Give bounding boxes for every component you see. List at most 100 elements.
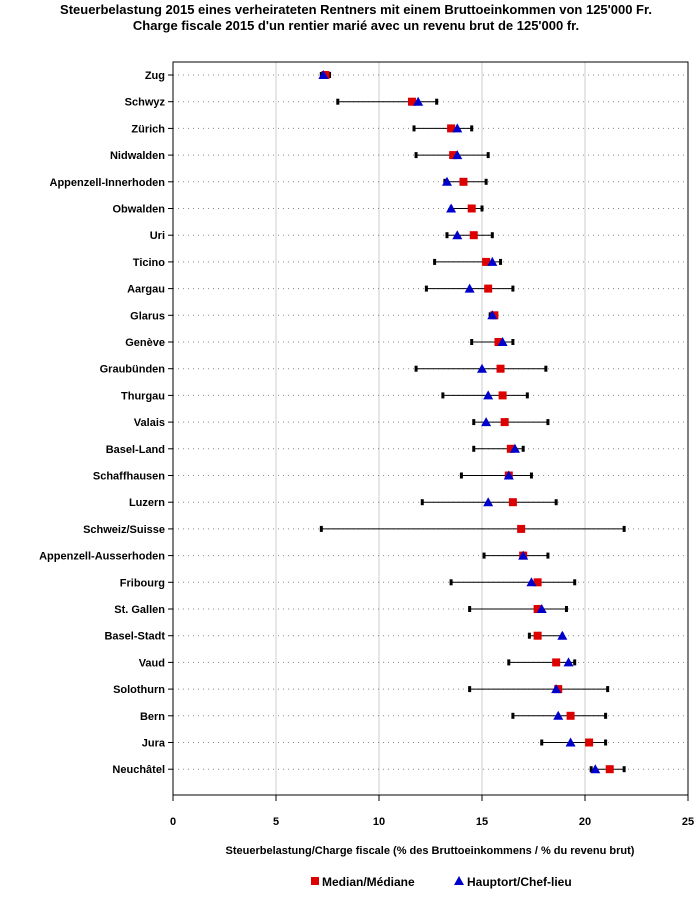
range-max-cap [435, 98, 439, 105]
range-min-cap [445, 232, 449, 239]
range-max-cap [511, 339, 515, 345]
category-label: Zug [145, 70, 165, 82]
range-min-cap [468, 686, 472, 693]
capital-marker [481, 417, 492, 427]
category-label: Basel-Stadt [104, 631, 165, 643]
range-max-cap [480, 205, 484, 212]
category-label: Aargau [127, 284, 165, 296]
median-marker [449, 151, 458, 160]
range-max-cap [604, 712, 608, 719]
capital-marker [509, 443, 520, 453]
range-max-cap [490, 232, 494, 239]
range-max-cap [622, 525, 626, 532]
category-label: St. Gallen [114, 604, 165, 616]
range-max-cap [521, 445, 525, 452]
range-min-cap [540, 739, 544, 746]
category-label: Bern [140, 711, 165, 723]
range-min-cap [414, 365, 418, 372]
category-label: Zürich [131, 123, 165, 135]
capital-marker [446, 203, 457, 213]
range-min-cap [470, 339, 474, 345]
capital-marker [452, 230, 463, 240]
median-marker [517, 524, 526, 533]
category-label: Uri [150, 230, 165, 242]
range-max-cap [546, 552, 550, 559]
median-marker [506, 444, 515, 453]
x-tick-label: 5 [273, 816, 279, 828]
category-label: Basel-Land [106, 444, 165, 456]
median-marker [533, 631, 542, 640]
capital-marker [441, 176, 452, 186]
capital-marker [483, 497, 494, 507]
range-min-cap [589, 766, 593, 773]
range-max-cap [484, 178, 488, 185]
median-marker [494, 338, 503, 346]
capital-marker [487, 310, 498, 320]
legend: Median/Médiane Hauptort/Chef-lieu [311, 875, 572, 889]
range-min-cap [507, 659, 511, 666]
category-label: Schaffhausen [93, 471, 165, 483]
median-marker [467, 204, 476, 213]
x-tick-label: 25 [682, 816, 694, 828]
capital-marker [483, 390, 494, 400]
range-max-cap [544, 365, 548, 372]
range-min-cap [459, 472, 463, 479]
capital-marker [590, 764, 601, 774]
chart-title-line1: Steuerbelastung 2015 eines verheirateten… [60, 2, 652, 17]
range-max-cap [604, 739, 608, 746]
plot-area-frame [172, 61, 689, 796]
median-marker [533, 578, 542, 587]
capital-marker [565, 737, 576, 747]
range-max-cap [564, 606, 568, 612]
median-marker [585, 738, 594, 747]
range-max-cap [554, 499, 558, 506]
legend-capital-marker [454, 876, 464, 885]
category-label: Valais [134, 417, 165, 429]
category-label: Solothurn [113, 684, 165, 696]
range-max-cap [529, 472, 533, 479]
range-min-cap [420, 499, 424, 506]
capital-marker [464, 283, 475, 293]
capital-marker [413, 96, 424, 106]
capital-marker [551, 684, 562, 694]
category-label: Vaud [139, 657, 165, 669]
capital-marker [497, 337, 508, 346]
capital-marker [452, 123, 463, 133]
range-min-cap [424, 285, 428, 292]
range-min-cap [468, 606, 472, 612]
category-label: Glarus [130, 310, 165, 322]
legend-median-label: Median/Médiane [322, 875, 415, 889]
legend-capital-label: Hauptort/Chef-lieu [467, 875, 572, 889]
category-label: Jura [142, 738, 166, 750]
median-marker [447, 124, 456, 133]
range-min-cap [414, 152, 418, 159]
capital-marker [553, 710, 564, 720]
median-marker [459, 177, 468, 186]
range-max-cap [470, 125, 474, 132]
category-label: Nidwalden [110, 150, 165, 162]
median-marker [533, 605, 542, 613]
range-min-cap [441, 392, 445, 399]
median-marker [496, 364, 505, 373]
range-min-cap [527, 632, 531, 639]
range-max-cap [573, 579, 577, 586]
category-label: Graubünden [100, 364, 166, 376]
x-axis-label: Steuerbelastung/Charge fiscale (% des Br… [226, 845, 635, 857]
x-tick-label: 0 [170, 816, 176, 828]
range-min-cap [472, 445, 476, 452]
median-marker [605, 765, 614, 774]
capital-marker [526, 577, 537, 587]
range-max-cap [499, 258, 503, 265]
category-label: Luzern [129, 497, 165, 509]
range-min-cap [336, 98, 340, 105]
x-tick-label: 10 [373, 816, 385, 828]
capital-marker [563, 657, 574, 667]
median-marker [407, 97, 416, 106]
category-label: Fribourg [120, 577, 165, 589]
category-label: Thurgau [121, 390, 165, 402]
capital-marker [318, 70, 329, 79]
capital-marker [518, 550, 529, 560]
capital-marker [487, 256, 498, 266]
capital-marker [557, 630, 568, 640]
